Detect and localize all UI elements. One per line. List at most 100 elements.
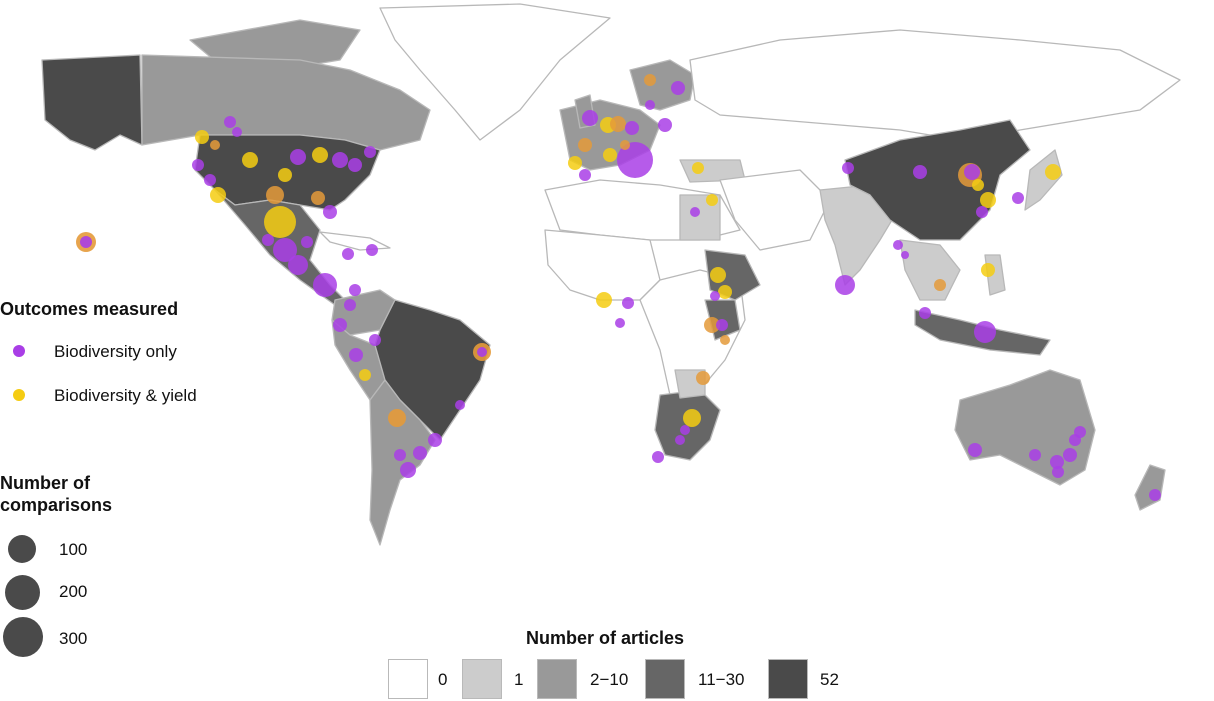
point	[610, 116, 626, 132]
point	[901, 251, 909, 259]
point	[578, 138, 592, 152]
point	[366, 244, 378, 256]
point	[625, 121, 639, 135]
point	[455, 400, 465, 410]
point	[1052, 466, 1064, 478]
point	[342, 248, 354, 260]
point	[615, 318, 625, 328]
point	[919, 307, 931, 319]
point	[710, 267, 726, 283]
point	[344, 299, 356, 311]
point	[980, 192, 996, 208]
point	[603, 148, 617, 162]
point	[312, 147, 328, 163]
point	[706, 194, 718, 206]
point	[974, 321, 996, 343]
point	[893, 240, 903, 250]
articles-1-label: 1	[514, 670, 524, 689]
point	[835, 275, 855, 295]
point	[964, 164, 980, 180]
point	[981, 263, 995, 277]
point	[323, 205, 337, 219]
point	[596, 292, 612, 308]
point	[364, 146, 376, 158]
point	[388, 409, 406, 427]
se-asia	[899, 239, 961, 301]
point	[1045, 164, 1061, 180]
biodiversity-only-swatch	[13, 345, 25, 357]
point	[671, 81, 685, 95]
point	[332, 152, 348, 168]
russia	[689, 29, 1181, 141]
point	[645, 100, 655, 110]
alaska	[41, 54, 143, 151]
point	[1029, 449, 1041, 461]
articles-1-swatch	[462, 659, 502, 699]
point	[680, 425, 690, 435]
size-300-label: 300	[59, 629, 88, 648]
point	[692, 162, 704, 174]
point	[718, 285, 732, 299]
outcomes-legend-title: Outcomes measured	[0, 299, 179, 319]
point	[913, 165, 927, 179]
point	[359, 369, 371, 381]
point	[400, 462, 416, 478]
point	[262, 234, 274, 246]
point	[195, 130, 209, 144]
point	[617, 142, 653, 178]
articles-legend-title: Number of articles	[526, 628, 685, 648]
point	[333, 318, 347, 332]
point	[290, 149, 306, 165]
point	[1050, 455, 1064, 469]
point	[579, 169, 591, 181]
point	[620, 140, 630, 150]
ethiopia	[704, 249, 761, 301]
point	[369, 334, 381, 346]
point	[652, 451, 664, 463]
point	[690, 207, 700, 217]
point	[1063, 448, 1077, 462]
point	[683, 409, 701, 427]
egypt	[679, 194, 721, 241]
point	[313, 273, 337, 297]
articles-0-swatch	[388, 659, 428, 699]
articles-52-label: 52	[820, 670, 839, 689]
size-200-circle	[5, 575, 40, 610]
point	[301, 236, 313, 248]
japan	[1024, 149, 1063, 211]
size-200-label: 200	[59, 582, 88, 601]
point	[394, 449, 406, 461]
point	[210, 187, 226, 203]
point	[80, 236, 92, 248]
size-100-label: 100	[59, 540, 88, 559]
point	[934, 279, 946, 291]
point	[716, 319, 728, 331]
point	[968, 443, 982, 457]
point	[348, 158, 362, 172]
articles-52-swatch	[768, 659, 808, 699]
point	[204, 174, 216, 186]
biodiversity-only-label: Biodiversity only	[54, 342, 177, 361]
articles-2-10-swatch	[537, 659, 577, 699]
point	[210, 140, 220, 150]
point	[976, 206, 988, 218]
point	[264, 206, 296, 238]
point	[273, 238, 297, 262]
point	[413, 446, 427, 460]
point	[1074, 426, 1086, 438]
point	[568, 156, 582, 170]
point	[1012, 192, 1024, 204]
biodiversity-yield-swatch	[13, 389, 25, 401]
point	[720, 335, 730, 345]
scandinavia	[629, 59, 696, 111]
point	[658, 118, 672, 132]
point	[278, 168, 292, 182]
point	[477, 347, 487, 357]
size-300-circle	[3, 617, 43, 657]
middle-east	[719, 169, 831, 251]
point	[842, 162, 854, 174]
point	[242, 152, 258, 168]
point	[704, 317, 720, 333]
point	[644, 74, 656, 86]
size-legend-title-line2: comparisons	[0, 495, 113, 515]
